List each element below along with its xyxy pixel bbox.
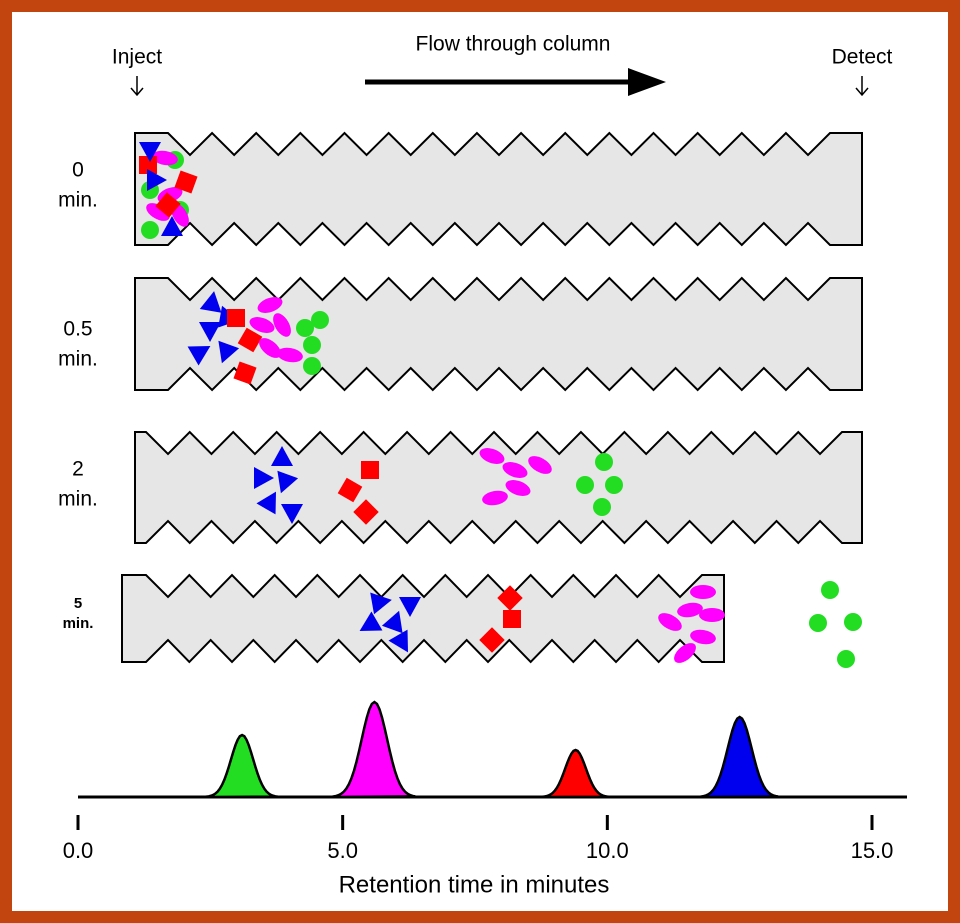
molecule-magenta	[677, 602, 703, 618]
time-label: 0.5	[63, 318, 92, 341]
detect-label: Detect	[832, 46, 893, 69]
molecule-magenta	[273, 313, 291, 337]
molecule-green	[303, 336, 321, 354]
molecule-blue	[147, 169, 167, 191]
molecule-red	[503, 610, 521, 628]
molecule-magenta	[699, 608, 725, 622]
molecule-red	[174, 170, 198, 194]
molecule-blue	[388, 629, 408, 653]
molecule-red	[361, 461, 379, 479]
molecule-blue	[199, 322, 221, 342]
flow-label: Flow through column	[416, 33, 611, 56]
molecule-blue	[271, 446, 293, 466]
tick-label: 5.0	[327, 838, 358, 863]
column	[134, 131, 863, 247]
molecule-blue	[218, 340, 240, 364]
molecule-red	[233, 361, 257, 385]
molecule-magenta	[277, 347, 303, 363]
molecule-green	[837, 650, 855, 668]
molecule-red	[479, 627, 505, 653]
tick-label: 10.0	[586, 838, 629, 863]
axis-title: Retention time in minutes	[339, 871, 610, 898]
peak	[205, 733, 278, 799]
molecule-green	[593, 498, 611, 516]
molecule-green	[605, 476, 623, 494]
tick-label: 0.0	[63, 838, 94, 863]
inject-arrow	[130, 76, 144, 97]
peak	[700, 715, 779, 799]
molecule-magenta	[502, 462, 528, 478]
time-label: 5	[74, 595, 82, 612]
column	[134, 430, 863, 545]
molecule-red	[497, 585, 523, 611]
molecule-blue	[359, 611, 383, 631]
inject-label: Inject	[112, 46, 162, 69]
peak	[541, 748, 609, 799]
molecule-magenta	[674, 643, 696, 663]
molecule-magenta	[658, 613, 682, 631]
time-label: 0	[72, 159, 84, 182]
molecule-red	[237, 327, 263, 353]
molecule-blue	[281, 504, 303, 524]
molecule-blue	[399, 597, 421, 617]
molecule-green	[576, 476, 594, 494]
molecule-green	[303, 357, 321, 375]
molecule-green	[141, 221, 159, 239]
tick-label: 15.0	[851, 838, 894, 863]
molecule-magenta	[482, 490, 508, 506]
columns: 0 min. 0.5 min. 2 min. 5 min.	[58, 131, 863, 664]
time-unit: min.	[58, 189, 98, 212]
molecule-blue	[256, 491, 276, 515]
chromatogram: 0.0 5.0 10.0 15.0 Retention time in minutes	[63, 700, 907, 898]
molecule-red	[227, 309, 245, 327]
molecule-green	[809, 614, 827, 632]
molecule-blue	[254, 467, 274, 489]
molecule-green	[311, 311, 329, 329]
molecule-blue	[139, 142, 161, 162]
molecule-blue	[370, 592, 392, 615]
time-unit: min.	[58, 488, 98, 511]
time-unit: min.	[63, 615, 94, 632]
molecule-red	[337, 477, 363, 503]
molecule-blue	[161, 216, 183, 236]
molecule-magenta	[249, 317, 275, 333]
molecule-magenta	[505, 480, 531, 496]
molecule-blue	[381, 610, 403, 634]
molecule-red	[155, 192, 181, 218]
molecule-magenta	[259, 338, 281, 358]
molecule-red	[353, 499, 379, 525]
molecule-blue	[187, 346, 211, 366]
molecule-magenta	[690, 585, 716, 599]
molecule-magenta	[528, 456, 552, 474]
molecule-blue	[277, 470, 299, 494]
molecule-blue	[199, 291, 222, 313]
molecule-green	[296, 319, 314, 337]
time-label: 2	[72, 458, 84, 481]
peak	[332, 700, 416, 799]
molecules	[139, 142, 862, 668]
column	[121, 573, 725, 664]
molecule-red	[139, 156, 157, 174]
molecule-green	[821, 581, 839, 599]
molecule-magenta	[690, 629, 716, 645]
molecule-magenta	[152, 150, 178, 166]
molecule-magenta	[257, 297, 283, 313]
molecule-green	[844, 613, 862, 631]
molecule-magenta	[479, 448, 505, 464]
molecule-green	[595, 453, 613, 471]
time-unit: min.	[58, 348, 98, 371]
detect-arrow	[855, 76, 869, 97]
flow-arrowhead	[628, 68, 666, 96]
